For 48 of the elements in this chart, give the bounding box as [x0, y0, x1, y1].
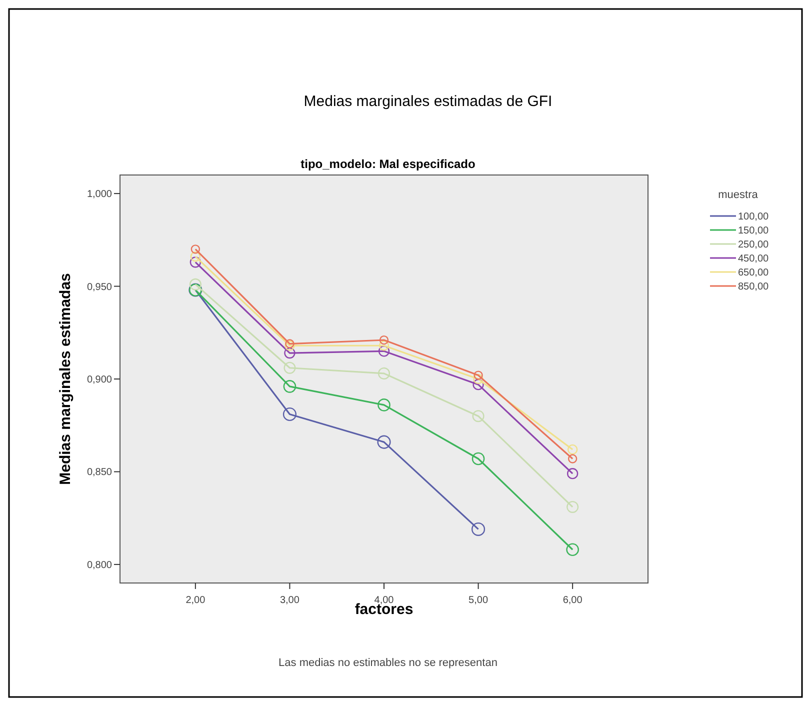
point — [378, 367, 390, 380]
chart-subtitle: tipo_modelo: Mal especificado — [300, 157, 476, 171]
point — [566, 468, 578, 480]
point — [284, 340, 295, 351]
y-tick-label: 0,800 — [86, 560, 112, 571]
y-tick-label: 0,850 — [86, 467, 112, 478]
point — [566, 543, 579, 556]
point — [474, 370, 483, 380]
point — [190, 251, 201, 262]
point — [566, 500, 579, 513]
legend-label: 650,00 — [738, 268, 770, 278]
x-tick-label: 3,00 — [280, 595, 300, 606]
point — [285, 339, 294, 348]
point — [190, 256, 202, 268]
x-tick-label: 2,00 — [186, 595, 206, 606]
x-tick-label: 5,00 — [468, 595, 488, 606]
point — [284, 347, 296, 359]
legend-label: 250,00 — [738, 240, 770, 250]
point — [473, 374, 484, 384]
legend-label: 100,00 — [738, 212, 770, 222]
point — [472, 378, 484, 390]
legend-label: 450,00 — [738, 254, 770, 264]
point — [378, 398, 390, 412]
x-tick-label: 6,00 — [562, 595, 583, 606]
text: Las medias no estimables no se representan — [278, 657, 498, 669]
legend-label: 150,00 — [738, 226, 770, 236]
y-tick-label: 0,950 — [86, 282, 112, 293]
y-axis-title: Medias marginales estimadas — [57, 273, 74, 485]
y-tick-label: 0,900 — [86, 374, 112, 386]
point — [378, 346, 390, 357]
point — [472, 522, 486, 536]
point — [190, 244, 200, 254]
point — [472, 410, 484, 422]
chart-title: Medias marginales estimadas de GFI — [304, 93, 552, 110]
legend-title: muestra — [718, 189, 759, 201]
point — [568, 454, 578, 464]
point — [567, 444, 578, 455]
point — [282, 407, 296, 422]
point — [189, 278, 202, 290]
point — [284, 362, 296, 374]
x-tick-label: 4,00 — [374, 595, 394, 606]
point — [378, 340, 390, 351]
point — [377, 435, 391, 449]
y-tick-label: 1,000 — [86, 189, 112, 200]
point — [472, 452, 485, 466]
point — [283, 380, 296, 393]
point — [379, 335, 389, 345]
legend-label: 850,00 — [738, 282, 770, 292]
